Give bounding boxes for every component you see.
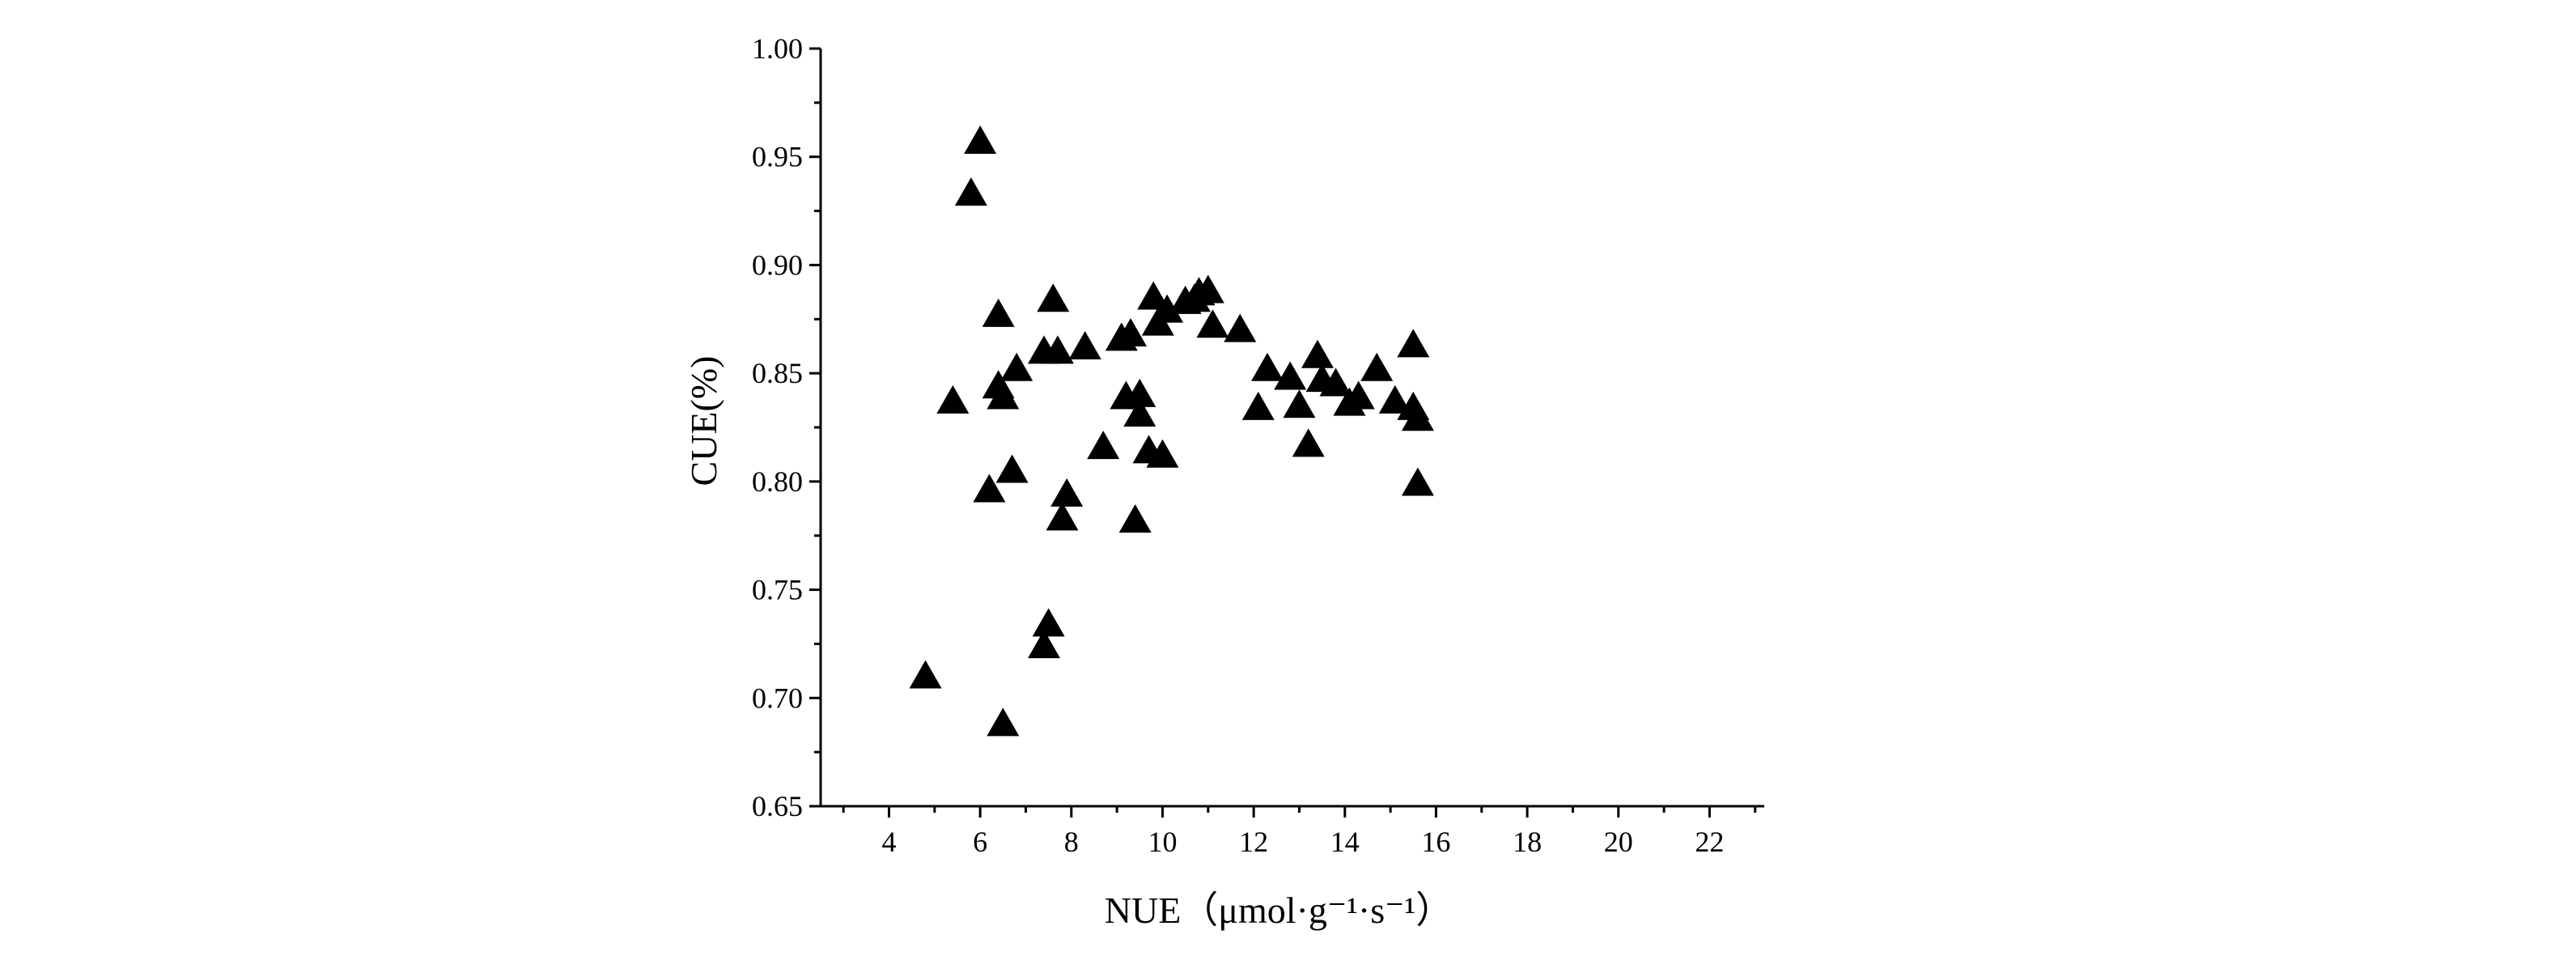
- x-tick-label: 6: [973, 826, 987, 858]
- data-point-triangle: [1151, 294, 1184, 323]
- y-tick-label: 0.85: [752, 357, 803, 389]
- data-point-triangle: [973, 474, 1006, 503]
- x-axis-ticks: 4 6 8 10 12 14 16 18 20 22: [842, 806, 1757, 858]
- data-point-triangle: [1123, 397, 1156, 427]
- x-tick-label: 12: [1239, 826, 1268, 858]
- data-point-triangle: [1118, 503, 1152, 533]
- data-point-triangle: [987, 707, 1020, 737]
- y-tick-label: 0.80: [752, 465, 803, 498]
- data-point-triangle: [1274, 361, 1307, 390]
- x-tick-label: 8: [1064, 826, 1079, 858]
- data-point-triangle: [1123, 378, 1156, 407]
- y-tick-label: 0.90: [752, 248, 803, 281]
- data-point-triangle: [1397, 329, 1430, 358]
- data-point-triangle: [982, 298, 1015, 327]
- y-tick-label: 0.95: [752, 141, 803, 173]
- x-tick-label: 16: [1421, 826, 1450, 858]
- data-point-triangle: [1028, 630, 1061, 659]
- x-axis-title: NUE（μmol·g⁻¹·s⁻¹）: [1105, 890, 1453, 931]
- data-point-triangle: [1224, 313, 1257, 342]
- y-tick-label: 0.75: [752, 574, 803, 606]
- x-tick-label: 20: [1604, 826, 1633, 858]
- data-point-triangle: [1146, 439, 1179, 468]
- data-points: [909, 125, 1434, 737]
- data-point-triangle: [1114, 318, 1148, 347]
- data-point-triangle: [1283, 389, 1316, 418]
- y-tick-label: 1.00: [752, 32, 803, 65]
- y-axis-ticks: 0.65 0.70 0.75 0.80 0.85 0.90 0.95 1.00: [752, 32, 821, 822]
- data-point-triangle: [1087, 431, 1120, 460]
- data-point-triangle: [1191, 274, 1224, 304]
- x-tick-label: 10: [1148, 826, 1177, 858]
- data-point-triangle: [1241, 391, 1275, 420]
- data-point-triangle: [1401, 402, 1434, 431]
- data-point-triangle: [1050, 478, 1084, 507]
- x-tick-label: 22: [1695, 826, 1724, 858]
- y-tick-label: 0.70: [752, 682, 803, 714]
- data-point-triangle: [1196, 309, 1229, 338]
- data-point-triangle: [995, 454, 1029, 483]
- data-point-triangle: [1251, 352, 1284, 381]
- data-point-triangle: [1301, 339, 1334, 368]
- data-point-triangle: [1342, 380, 1375, 410]
- data-point-triangle: [1401, 467, 1434, 496]
- data-point-triangle: [1000, 352, 1033, 381]
- data-point-triangle: [1360, 352, 1394, 381]
- x-tick-label: 14: [1330, 826, 1360, 858]
- data-point-triangle: [909, 660, 942, 689]
- data-point-triangle: [1041, 335, 1074, 364]
- data-point-triangle: [1032, 608, 1065, 637]
- data-point-triangle: [1292, 428, 1325, 457]
- data-point-triangle: [964, 125, 997, 154]
- data-point-triangle: [987, 380, 1020, 410]
- y-axis-title: CUE(%): [683, 356, 724, 486]
- x-tick-label: 4: [881, 826, 896, 858]
- y-tick-label: 0.65: [752, 790, 803, 822]
- x-tick-label: 18: [1513, 826, 1542, 858]
- axes: [819, 49, 1764, 808]
- data-point-triangle: [1046, 502, 1079, 531]
- data-point-triangle: [936, 384, 970, 414]
- data-point-triangle: [1137, 281, 1170, 310]
- data-point-triangle: [1037, 283, 1070, 312]
- data-point-triangle: [1378, 384, 1411, 414]
- data-point-triangle: [1068, 331, 1101, 360]
- data-point-triangle: [954, 177, 987, 206]
- data-point-triangle: [1319, 367, 1352, 397]
